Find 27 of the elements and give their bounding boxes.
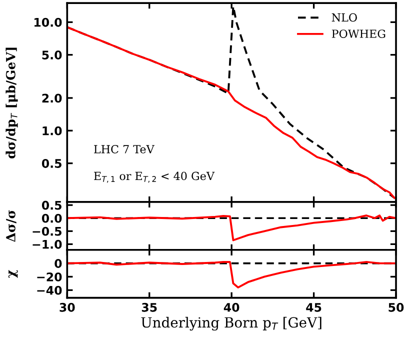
y-tick-label: −1.0 xyxy=(32,240,62,249)
x-tick-label: 40 xyxy=(224,302,240,312)
y-tick-label: −40 xyxy=(37,286,62,295)
x-tick-label: 35 xyxy=(142,302,157,312)
line-series xyxy=(67,260,396,288)
x-tick-label: 45 xyxy=(306,303,322,312)
legend-label: POWHEG xyxy=(332,30,386,38)
y-tick-label: 5.0 xyxy=(42,50,62,60)
x-axis-title: Underlying Born p$_{T}$ [GeV] xyxy=(141,316,322,331)
y-tick-label: 1.0 xyxy=(42,126,62,136)
y-tick-label: −20 xyxy=(37,272,62,282)
legend-label: NLO xyxy=(332,13,357,22)
y-tick-label: 10.0 xyxy=(34,18,62,27)
y-tick-label: 2.0 xyxy=(42,94,62,103)
y-axis-title: Δσ/σ xyxy=(6,210,16,242)
x-tick-label: 30 xyxy=(60,302,75,312)
line-series xyxy=(67,214,396,242)
y-tick-label: 0.5 xyxy=(42,200,62,210)
y-tick-label: −0.5 xyxy=(32,226,62,236)
annotation: LHC 7 TeV xyxy=(94,144,154,154)
y-tick-label: 0 xyxy=(54,259,62,268)
x-tick-label: 50 xyxy=(388,302,404,312)
y-tick-label: 0.0 xyxy=(42,214,62,223)
annotation: E$_{T,1}$ or E$_{T,2}$ < 40 GeV xyxy=(94,172,215,183)
y-tick-label: 0.5 xyxy=(42,159,62,168)
y-axis-title: χ xyxy=(8,270,18,278)
y-axis-title: dσ/dp$_{T}$ [μb/GeV] xyxy=(6,48,18,158)
